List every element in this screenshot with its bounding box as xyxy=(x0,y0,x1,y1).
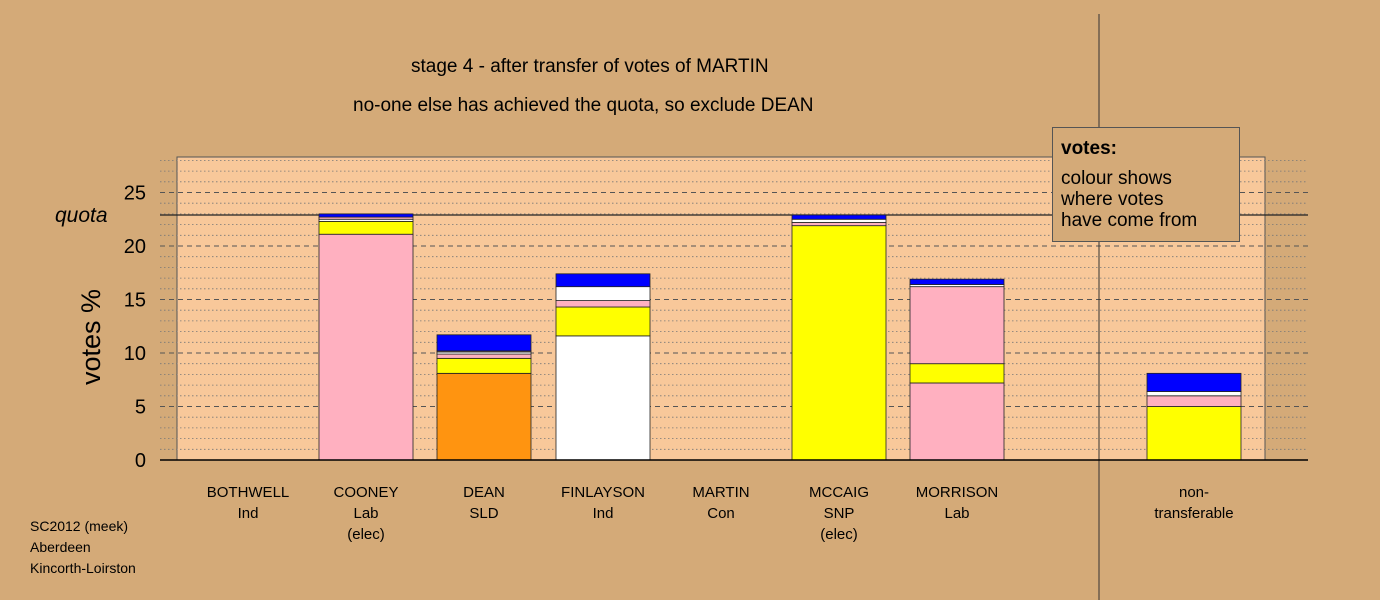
legend-line3: have come from xyxy=(1061,210,1198,231)
legend-line2: where votes xyxy=(1061,189,1164,210)
bar-segment-6-1 xyxy=(909,363,1005,384)
category-label-5-0: MCCAIG xyxy=(809,484,869,501)
category-label-2-0: DEAN xyxy=(463,484,505,501)
chart-title-line1: stage 4 - after transfer of votes of MAR… xyxy=(411,56,769,77)
bar-segment-7-3 xyxy=(1146,372,1242,392)
bar-segment-2-0 xyxy=(436,372,532,461)
bar-segment-3-0 xyxy=(555,335,651,461)
bar-segment-1-0 xyxy=(318,233,414,461)
category-label-1-2: (elec) xyxy=(347,526,385,543)
bar-segment-1-1 xyxy=(318,220,414,235)
credit-line3: Kincorth-Loirston xyxy=(30,560,136,576)
credit-line2: Aberdeen xyxy=(30,539,91,555)
bar-segment-3-1 xyxy=(555,306,651,337)
bar-segment-7-1 xyxy=(1146,395,1242,407)
category-label-7-0: non- xyxy=(1179,484,1209,501)
category-label-5-2: (elec) xyxy=(820,526,858,543)
bar-segment-5-2 xyxy=(791,218,887,223)
category-label-6-1: Lab xyxy=(944,505,969,522)
bar-segment-7-2 xyxy=(1146,391,1242,397)
y-tick-label: 15 xyxy=(124,290,146,312)
bar-segment-2-2 xyxy=(436,353,532,359)
category-label-1-0: COONEY xyxy=(333,484,398,501)
category-label-5-1: SNP xyxy=(824,505,855,522)
category-label-0-1: Ind xyxy=(238,505,259,522)
credit: SC2012 (meek) Aberdeen Kincorth-Loirston xyxy=(30,516,136,579)
category-label-7-1: transferable xyxy=(1154,505,1233,522)
legend-line1: colour shows xyxy=(1061,168,1172,189)
bar-segment-5-0 xyxy=(791,225,887,461)
category-label-3-1: Ind xyxy=(593,505,614,522)
y-tick-label: 20 xyxy=(124,236,146,258)
y-axis-label: votes % xyxy=(76,289,106,385)
category-label-1-1: Lab xyxy=(353,505,378,522)
bar-segment-6-4 xyxy=(909,278,1005,285)
y-tick-label: 0 xyxy=(135,450,146,472)
bar-segment-6-0 xyxy=(909,382,1005,461)
credit-line1: SC2012 (meek) xyxy=(30,518,129,534)
legend-box: votes: colour shows where votes have com… xyxy=(1052,127,1240,242)
y-tick-label: 5 xyxy=(135,397,146,419)
bar-segment-2-1 xyxy=(436,357,532,374)
chart-title-line2: no-one else has achieved the quota, so e… xyxy=(353,95,814,116)
y-tick-label: 10 xyxy=(124,343,146,365)
legend-heading: votes: xyxy=(1061,138,1117,159)
category-label-3-0: FINLAYSON xyxy=(561,484,645,501)
category-label-4-0: MARTIN xyxy=(692,484,749,501)
bar-segment-5-1 xyxy=(791,222,887,227)
category-label-2-1: SLD xyxy=(469,505,498,522)
bar-segment-7-0 xyxy=(1146,406,1242,461)
bar-segment-5-3 xyxy=(791,214,887,220)
bar-segment-3-2 xyxy=(555,300,651,308)
bar-segment-1-4 xyxy=(318,213,414,218)
bar-segment-6-2 xyxy=(909,286,1005,365)
bar-segment-2-5 xyxy=(436,334,532,352)
bar-segment-3-3 xyxy=(555,286,651,301)
bar-segment-3-4 xyxy=(555,273,651,288)
quota-label: quota xyxy=(55,204,108,227)
y-tick-label: 25 xyxy=(124,183,146,205)
category-label-6-0: MORRISON xyxy=(916,484,999,501)
category-label-0-0: BOTHWELL xyxy=(207,484,290,501)
category-label-4-1: Con xyxy=(707,505,735,522)
